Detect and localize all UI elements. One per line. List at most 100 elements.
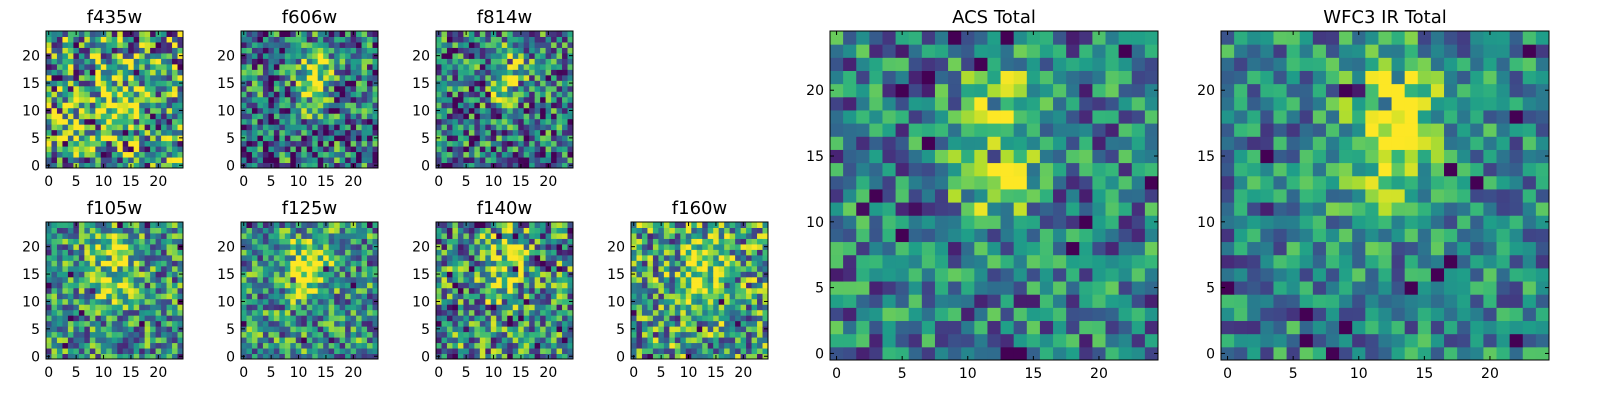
heatmap-cell (441, 31, 448, 37)
heatmap-cell (122, 271, 129, 278)
heatmap-cell (257, 287, 264, 294)
heatmap-cell (339, 102, 346, 109)
heatmap-cell (166, 52, 173, 59)
heatmap-cell (306, 243, 313, 250)
heatmap-cell (268, 107, 275, 114)
heatmap-cell (246, 146, 253, 153)
heatmap-cell (496, 293, 503, 300)
heatmap-cell (262, 118, 269, 125)
heatmap-cell (56, 102, 63, 109)
heatmap-cell (273, 151, 280, 158)
heatmap-cell (746, 232, 753, 239)
heatmap-cell (150, 309, 157, 316)
heatmap-cell (78, 80, 85, 87)
heatmap-cell (177, 320, 184, 327)
heatmap-cell (246, 249, 253, 256)
heatmap-cell (485, 47, 492, 54)
heatmap-cell (540, 113, 547, 120)
heatmap-cell (56, 41, 63, 48)
heatmap-cell (372, 342, 379, 349)
heatmap-cell (95, 52, 102, 59)
heatmap-cell (166, 320, 173, 327)
heatmap-cell (284, 276, 291, 283)
x-tick-label: 20 (149, 174, 167, 190)
heatmap-cell (512, 353, 519, 360)
heatmap-cell (133, 140, 140, 147)
heatmap-cell (452, 243, 459, 250)
heatmap-cell (317, 162, 324, 169)
heatmap-cell (122, 353, 129, 360)
heatmap-cell (707, 254, 714, 261)
heatmap-cell (67, 85, 74, 92)
heatmap-cell (46, 293, 52, 300)
heatmap-cell (512, 135, 519, 142)
heatmap-cell (636, 232, 643, 239)
heatmap-cell (73, 52, 80, 59)
heatmap-cell (117, 287, 124, 294)
heatmap-cell (512, 260, 519, 267)
heatmap-cell (490, 69, 497, 76)
heatmap-cell (144, 243, 151, 250)
heatmap-cell (452, 80, 459, 87)
heatmap-cell (139, 337, 146, 344)
heatmap-cell (707, 271, 714, 278)
heatmap-cell (463, 80, 470, 87)
heatmap-cell (62, 140, 69, 147)
heatmap-cell (934, 175, 949, 190)
heatmap-cell (122, 342, 129, 349)
heatmap-cell (512, 331, 519, 338)
heatmap-cell (166, 337, 173, 344)
heatmap-cell (518, 124, 525, 131)
heatmap-cell (172, 249, 179, 256)
heatmap-cell (177, 157, 184, 164)
heatmap-cell (463, 91, 470, 98)
heatmap-cell (446, 309, 453, 316)
heatmap-cell (95, 315, 102, 322)
heatmap-cell (350, 47, 357, 54)
heatmap-cell (251, 265, 258, 272)
heatmap-cell (284, 52, 291, 59)
heatmap-cell (323, 298, 330, 305)
heatmap-cell (485, 342, 492, 349)
heatmap-cell (961, 346, 975, 361)
heatmap-cell (84, 337, 91, 344)
heatmap-cell (647, 304, 654, 311)
heatmap-cell (306, 315, 313, 322)
heatmap-cell (724, 348, 731, 355)
heatmap-cell (468, 91, 475, 98)
heatmap-cell (367, 124, 374, 131)
heatmap-cell (663, 309, 670, 316)
heatmap-cell (51, 348, 58, 355)
heatmap-cell (485, 315, 492, 322)
heatmap-cell (685, 320, 692, 327)
heatmap-cell (556, 232, 563, 239)
heatmap-cell (51, 124, 58, 131)
heatmap-cell (84, 298, 91, 305)
heatmap-cell (441, 260, 448, 267)
heatmap-cell (89, 118, 96, 125)
heatmap-cell (150, 298, 157, 305)
heatmap-cell (106, 146, 113, 153)
heatmap-cell (334, 124, 341, 131)
heatmap-cell (740, 320, 747, 327)
heatmap-cell (490, 102, 497, 109)
heatmap-cell (133, 353, 140, 360)
heatmap-cell (490, 91, 497, 98)
y-tick-label: 5 (31, 131, 40, 147)
heatmap-cell (301, 96, 308, 103)
heatmap-cell (856, 267, 870, 282)
heatmap-cell (117, 293, 124, 300)
heatmap-cell (46, 337, 52, 344)
heatmap-cell (474, 304, 481, 311)
heatmap-cell (177, 287, 184, 294)
heatmap-cell (485, 320, 492, 327)
heatmap-cell (161, 342, 168, 349)
heatmap-cell (713, 315, 720, 322)
heatmap-cell (279, 353, 286, 360)
heatmap-cell (246, 315, 253, 322)
heatmap-cell (474, 238, 481, 245)
heatmap-cell (73, 238, 80, 245)
heatmap-cell (290, 298, 297, 305)
heatmap-cell (696, 353, 703, 360)
heatmap-cell (534, 271, 541, 278)
